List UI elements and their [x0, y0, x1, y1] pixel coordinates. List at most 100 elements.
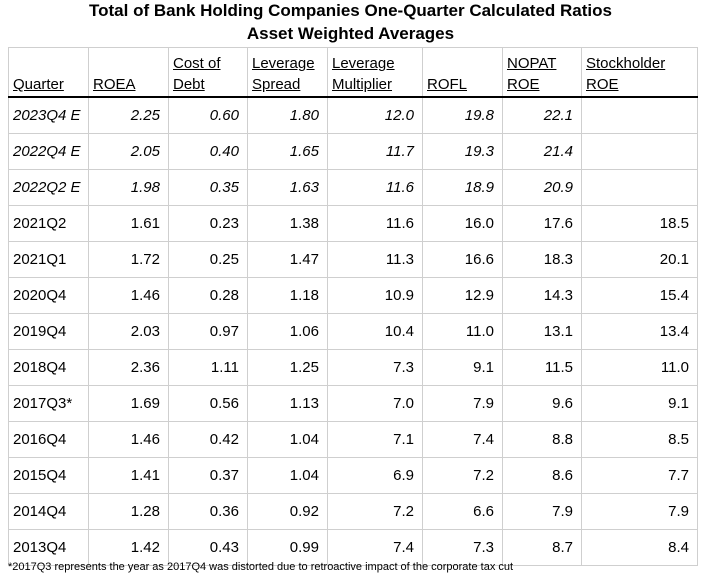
value-cell: 1.11 — [168, 349, 248, 386]
quarter-cell: 2016Q4 — [8, 421, 89, 458]
value-cell: 8.8 — [502, 421, 582, 458]
value-cell: 1.72 — [88, 241, 169, 278]
quarter-cell: 2014Q4 — [8, 493, 89, 530]
value-cell: 1.47 — [247, 241, 328, 278]
value-cell: 9.1 — [422, 349, 503, 386]
value-cell: 0.40 — [168, 133, 248, 170]
value-cell: 1.41 — [88, 457, 169, 494]
value-cell: 10.9 — [327, 277, 423, 314]
quarter-cell: 2021Q2 — [8, 205, 89, 242]
table-row: 2019Q4 2.03 0.97 1.06 10.4 11.0 13.1 13.4 — [8, 313, 698, 350]
value-cell: 0.97 — [168, 313, 248, 350]
table-row: 2022Q4 E 2.05 0.40 1.65 11.7 19.3 21.4 — [8, 133, 698, 170]
table-row: 2020Q4 1.46 0.28 1.18 10.9 12.9 14.3 15.4 — [8, 277, 698, 314]
table-row: 2013Q4 1.42 0.43 0.99 7.4 7.3 8.7 8.4 — [8, 529, 698, 566]
value-cell: 11.6 — [327, 205, 423, 242]
value-cell: 1.38 — [247, 205, 328, 242]
value-cell: 17.6 — [502, 205, 582, 242]
value-cell: 19.8 — [422, 96, 503, 134]
value-cell: 12.9 — [422, 277, 503, 314]
value-cell: 18.3 — [502, 241, 582, 278]
table-row: 2017Q3* 1.69 0.56 1.13 7.0 7.9 9.6 9.1 — [8, 385, 698, 422]
value-cell: 1.46 — [88, 277, 169, 314]
value-cell: 8.5 — [581, 421, 698, 458]
value-cell: 1.13 — [247, 385, 328, 422]
value-cell: 2.25 — [88, 96, 169, 134]
value-cell: 7.0 — [327, 385, 423, 422]
value-cell — [581, 96, 698, 134]
column-header-roea: ROEA — [88, 47, 169, 98]
value-cell: 1.28 — [88, 493, 169, 530]
table-row: 2021Q1 1.72 0.25 1.47 11.3 16.6 18.3 20.1 — [8, 241, 698, 278]
value-cell: 7.9 — [502, 493, 582, 530]
value-cell: 1.42 — [88, 529, 169, 566]
value-cell: 0.23 — [168, 205, 248, 242]
table-title: Total of Bank Holding Companies One-Quar… — [89, 1, 612, 20]
column-header-cost-of-debt: Cost of Debt — [168, 47, 248, 98]
value-cell: 7.7 — [581, 457, 698, 494]
value-cell: 1.80 — [247, 96, 328, 134]
value-cell: 12.0 — [327, 96, 423, 134]
footnote: *2017Q3 represents the year as 2017Q4 wa… — [8, 561, 514, 573]
table-row: 2014Q4 1.28 0.36 0.92 7.2 6.6 7.9 7.9 — [8, 493, 698, 530]
value-cell: 20.1 — [581, 241, 698, 278]
value-cell: 1.61 — [88, 205, 169, 242]
value-cell — [581, 133, 698, 170]
value-cell: 1.06 — [247, 313, 328, 350]
value-cell: 9.1 — [581, 385, 698, 422]
value-cell: 0.36 — [168, 493, 248, 530]
value-cell: 11.0 — [581, 349, 698, 386]
value-cell: 7.1 — [327, 421, 423, 458]
table-row: 2018Q4 2.36 1.11 1.25 7.3 9.1 11.5 11.0 — [8, 349, 698, 386]
value-cell: 1.04 — [247, 457, 328, 494]
value-cell: 1.63 — [247, 169, 328, 206]
value-cell: 11.0 — [422, 313, 503, 350]
table-row: 2021Q2 1.61 0.23 1.38 11.6 16.0 17.6 18.5 — [8, 205, 698, 242]
value-cell: 19.3 — [422, 133, 503, 170]
value-cell: 11.6 — [327, 169, 423, 206]
quarter-cell: 2015Q4 — [8, 457, 89, 494]
column-header-quarter: Quarter — [8, 47, 89, 98]
quarter-cell: 2017Q3* — [8, 385, 89, 422]
value-cell: 2.36 — [88, 349, 169, 386]
column-header-nopat-roe: NOPAT ROE — [502, 47, 582, 98]
value-cell: 0.92 — [247, 493, 328, 530]
value-cell: 1.65 — [247, 133, 328, 170]
value-cell: 1.04 — [247, 421, 328, 458]
value-cell: 0.35 — [168, 169, 248, 206]
table-row: 2015Q4 1.41 0.37 1.04 6.9 7.2 8.6 7.7 — [8, 457, 698, 494]
column-header-rofl: ROFL — [422, 47, 503, 98]
table-row: 2022Q2 E 1.98 0.35 1.63 11.6 18.9 20.9 — [8, 169, 698, 206]
quarter-cell: 2019Q4 — [8, 313, 89, 350]
quarter-cell: 2021Q1 — [8, 241, 89, 278]
value-cell: 1.25 — [247, 349, 328, 386]
value-cell: 16.6 — [422, 241, 503, 278]
value-cell: 20.9 — [502, 169, 582, 206]
value-cell: 0.99 — [247, 529, 328, 566]
value-cell: 7.2 — [327, 493, 423, 530]
quarter-cell: 2022Q2 E — [8, 169, 89, 206]
value-cell: 11.7 — [327, 133, 423, 170]
value-cell: 2.03 — [88, 313, 169, 350]
value-cell: 14.3 — [502, 277, 582, 314]
value-cell: 7.2 — [422, 457, 503, 494]
value-cell: 8.7 — [502, 529, 582, 566]
value-cell: 11.3 — [327, 241, 423, 278]
value-cell: 18.5 — [581, 205, 698, 242]
value-cell: 0.56 — [168, 385, 248, 422]
value-cell: 7.3 — [327, 349, 423, 386]
value-cell: 1.18 — [247, 277, 328, 314]
table-body: 2023Q4 E 2.25 0.60 1.80 12.0 19.8 22.1 2022Q4 E… — [8, 96, 698, 566]
table-subtitle: Asset Weighted Averages — [246, 24, 455, 43]
value-cell: 10.4 — [327, 313, 423, 350]
value-cell: 13.4 — [581, 313, 698, 350]
value-cell: 1.98 — [88, 169, 169, 206]
value-cell: 6.6 — [422, 493, 503, 530]
table-row: 2016Q4 1.46 0.42 1.04 7.1 7.4 8.8 8.5 — [8, 421, 698, 458]
value-cell: 1.46 — [88, 421, 169, 458]
value-cell — [581, 169, 698, 206]
header-row: Quarter ROEA Cost of Debt Leverage Spread … — [8, 47, 698, 98]
value-cell: 8.4 — [581, 529, 698, 566]
value-cell: 13.1 — [502, 313, 582, 350]
value-cell: 8.6 — [502, 457, 582, 494]
